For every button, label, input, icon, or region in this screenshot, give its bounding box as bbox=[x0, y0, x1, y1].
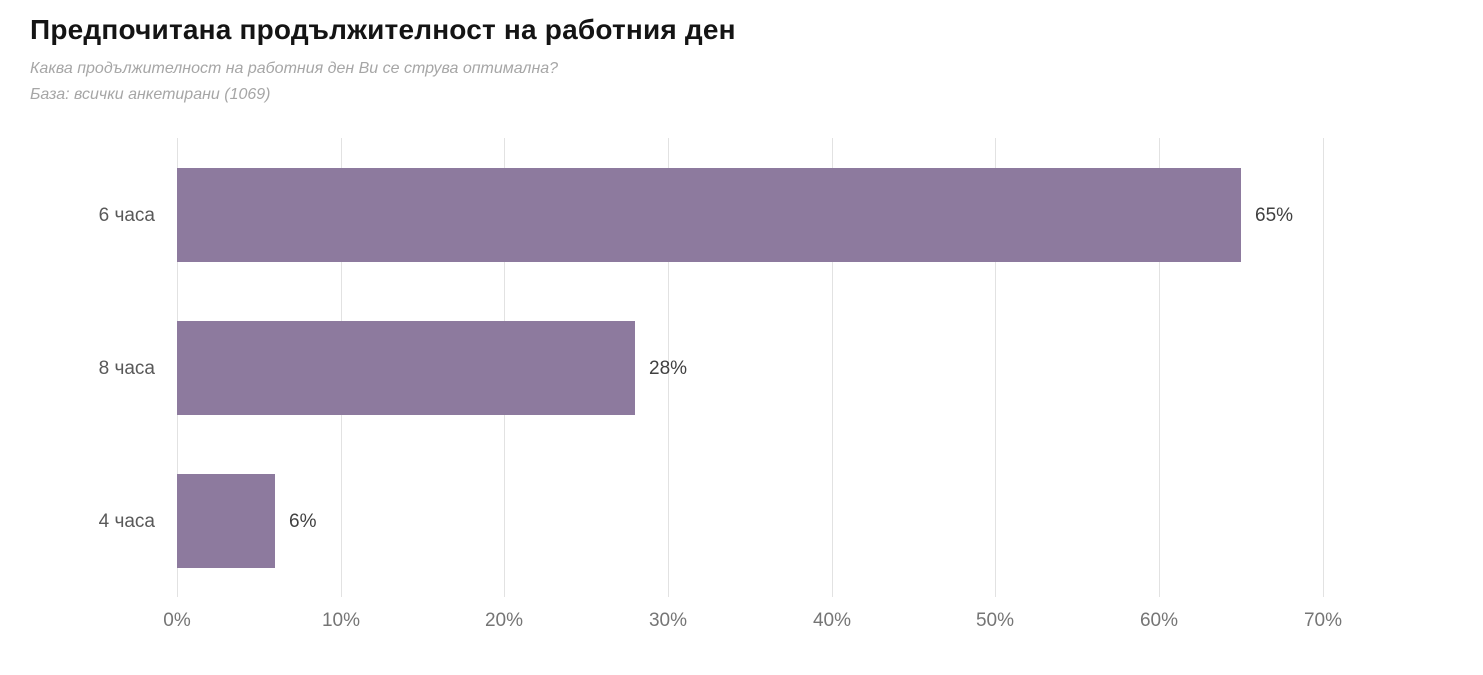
category-label: 4 часа bbox=[98, 511, 155, 532]
bar bbox=[177, 168, 1241, 262]
x-tick-label: 10% bbox=[321, 610, 361, 631]
gridline bbox=[995, 138, 996, 597]
bar-row: 28% bbox=[177, 291, 1460, 444]
category-label: 6 часа bbox=[98, 205, 155, 226]
gridline bbox=[668, 138, 669, 597]
y-axis-labels: 6 часа 8 часа 4 часа bbox=[0, 138, 155, 597]
x-tick-label: 40% bbox=[812, 610, 852, 631]
bar-value-label: 28% bbox=[649, 358, 688, 379]
x-tick-label: 60% bbox=[1139, 610, 1179, 631]
gridline bbox=[1323, 138, 1324, 597]
x-tick-label: 20% bbox=[484, 610, 524, 631]
bar-value-label: 65% bbox=[1255, 205, 1294, 226]
bar-row: 6% bbox=[177, 444, 1460, 597]
plot-area: 65% 28% 6% bbox=[177, 138, 1460, 597]
x-tick-label: 0% bbox=[163, 610, 191, 631]
gridline bbox=[1159, 138, 1160, 597]
chart-subtitle-base: База: всички анкетирани (1069) bbox=[30, 86, 271, 103]
x-tick-label: 70% bbox=[1303, 610, 1343, 631]
x-axis-labels: 0% 10% 20% 30% 40% 50% 60% 70% bbox=[163, 610, 1460, 640]
bar bbox=[177, 474, 275, 568]
chart-header: Предпочитана продължителност на работния… bbox=[30, 14, 736, 103]
page-title: Предпочитана продължителност на работния… bbox=[30, 14, 736, 45]
gridline bbox=[832, 138, 833, 597]
category-label: 8 часа bbox=[98, 358, 155, 379]
bar bbox=[177, 321, 635, 415]
bar-value-label: 6% bbox=[289, 511, 317, 532]
bar-row: 65% bbox=[177, 138, 1460, 291]
x-tick-label: 50% bbox=[975, 610, 1015, 631]
chart-subtitle-question: Каква продължителност на работния ден Ви… bbox=[30, 60, 559, 77]
x-tick-label: 30% bbox=[648, 610, 688, 631]
